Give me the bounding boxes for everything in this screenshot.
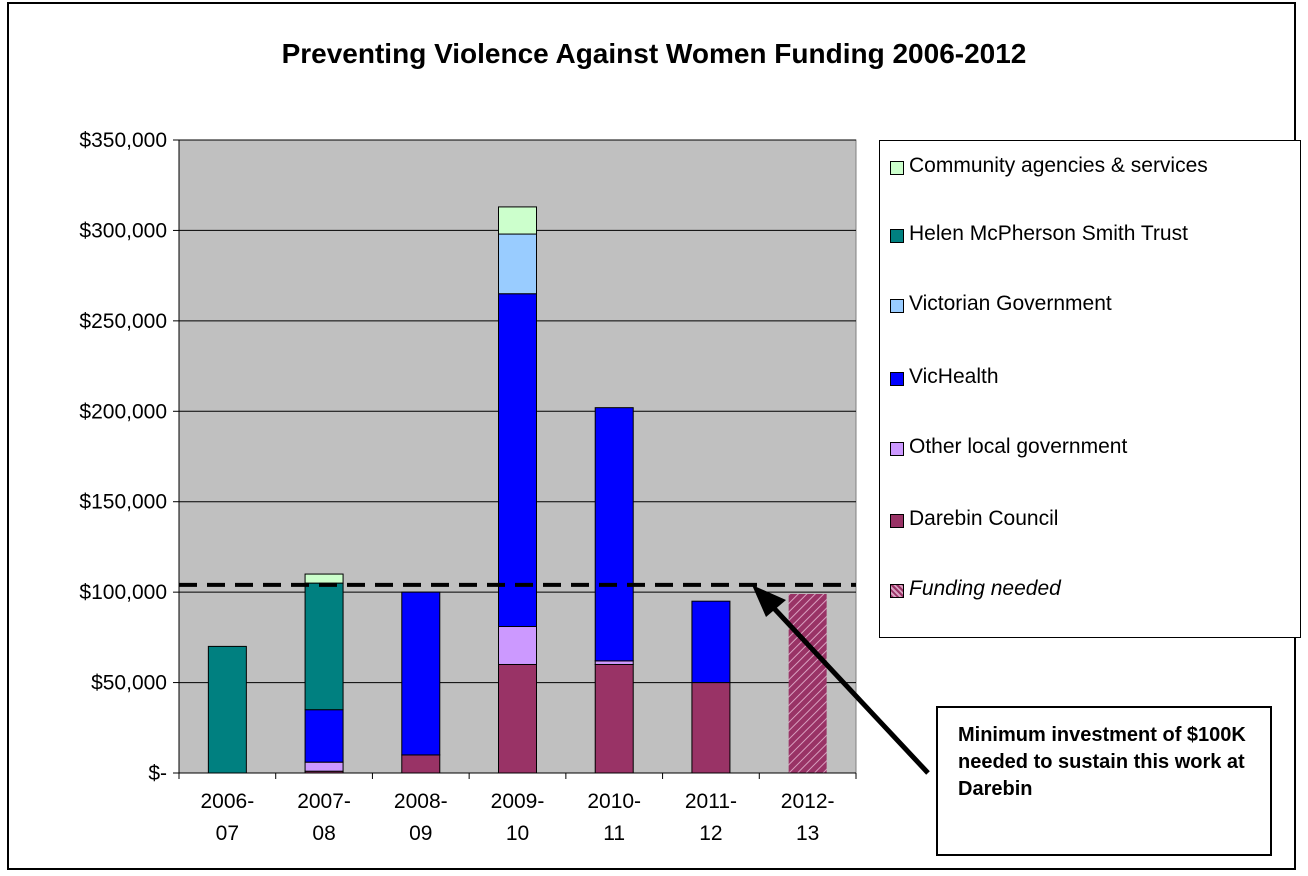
legend-item-darebin-council: Darebin Council <box>890 504 1290 534</box>
bar-segment <box>691 682 731 774</box>
y-tick-label: $100,000 <box>79 581 167 604</box>
bar-segment <box>401 591 441 756</box>
legend: Community agencies & services Helen McPh… <box>879 140 1301 638</box>
legend-swatch <box>890 299 904 313</box>
y-tick-label: $150,000 <box>79 491 167 514</box>
bar-segment <box>594 660 634 665</box>
x-tick-label: 2007- <box>297 790 351 813</box>
legend-label: VicHealth <box>909 365 999 388</box>
x-tick-label: 2011- <box>685 790 737 813</box>
legend-swatch-hatched <box>890 584 904 598</box>
legend-label: Helen McPherson Smith Trust <box>909 222 1188 245</box>
bar-segment <box>304 582 344 711</box>
legend-item-funding-needed: Funding needed <box>890 574 1290 604</box>
bar-segment <box>207 645 247 774</box>
bar-segment <box>401 754 441 774</box>
bar-segment <box>498 663 537 774</box>
x-tick-label: 2006- <box>200 790 254 813</box>
legend-label: Victorian Government <box>909 292 1112 315</box>
legend-label: Other local government <box>909 435 1128 458</box>
legend-swatch <box>890 514 904 528</box>
axes <box>178 140 857 779</box>
bar-segment <box>304 761 344 772</box>
y-tick-label: $- <box>148 762 167 785</box>
callout-arrow <box>752 585 930 775</box>
legend-swatch <box>890 442 904 456</box>
x-tick-labels: 2006- 07 2007- 08 2008- 09 2009- 10 2010- 11 2011-… <box>200 790 834 845</box>
legend-item-victorian-government: Victorian Government <box>890 289 1290 319</box>
legend-label: Funding needed <box>909 577 1061 600</box>
bar-segment <box>498 233 537 295</box>
chart-title: Preventing Violence Against Women Fundin… <box>281 38 1027 69</box>
x-tick-label: 10 <box>506 822 529 845</box>
annotation-text: Minimum investment of $100K needed to su… <box>958 724 1246 800</box>
x-tick-label: 2010- <box>587 790 641 813</box>
bars <box>207 206 827 774</box>
bar-segment <box>498 626 537 665</box>
bar-segment <box>691 600 731 684</box>
x-tick-label: 13 <box>796 822 819 845</box>
legend-swatch <box>890 372 904 386</box>
y-tick-label: $250,000 <box>79 310 167 333</box>
x-tick-label: 11 <box>603 822 625 845</box>
bar-segment <box>304 709 344 763</box>
bar-segment <box>788 593 827 773</box>
x-tick-label: 07 <box>216 822 239 845</box>
y-tick-label: $200,000 <box>79 400 167 423</box>
bar-segment <box>594 663 634 774</box>
bar-segment <box>498 206 537 235</box>
x-tick-label: 2012- <box>781 790 835 813</box>
legend-label: Darebin Council <box>909 507 1059 530</box>
legend-item-vichealth: VicHealth <box>890 362 1290 392</box>
legend-label: Community agencies & services <box>909 154 1208 177</box>
x-tick-label: 2009- <box>491 790 545 813</box>
y-tick-label: $50,000 <box>91 672 167 695</box>
bar-segment <box>304 573 344 584</box>
bar-segment <box>594 407 634 662</box>
legend-item-other-local-government: Other local government <box>890 432 1290 462</box>
x-tick-label: 09 <box>409 822 432 845</box>
legend-item-helen-mcpherson: Helen McPherson Smith Trust <box>890 219 1290 249</box>
annotation-box: Minimum investment of $100K needed to su… <box>936 706 1272 856</box>
y-tick-label: $300,000 <box>79 219 167 242</box>
bar-segment <box>498 293 537 628</box>
legend-item-community-agencies: Community agencies & services <box>890 151 1290 181</box>
x-tick-label: 12 <box>699 822 722 845</box>
x-tick-label: 08 <box>312 822 335 845</box>
y-tick-labels: $- $50,000 $100,000 $150,000 $200,000 $250,00… <box>79 129 167 785</box>
x-tick-label: 2008- <box>394 790 448 813</box>
legend-swatch <box>890 161 904 175</box>
legend-swatch <box>890 229 904 243</box>
y-tick-label: $350,000 <box>79 129 167 152</box>
